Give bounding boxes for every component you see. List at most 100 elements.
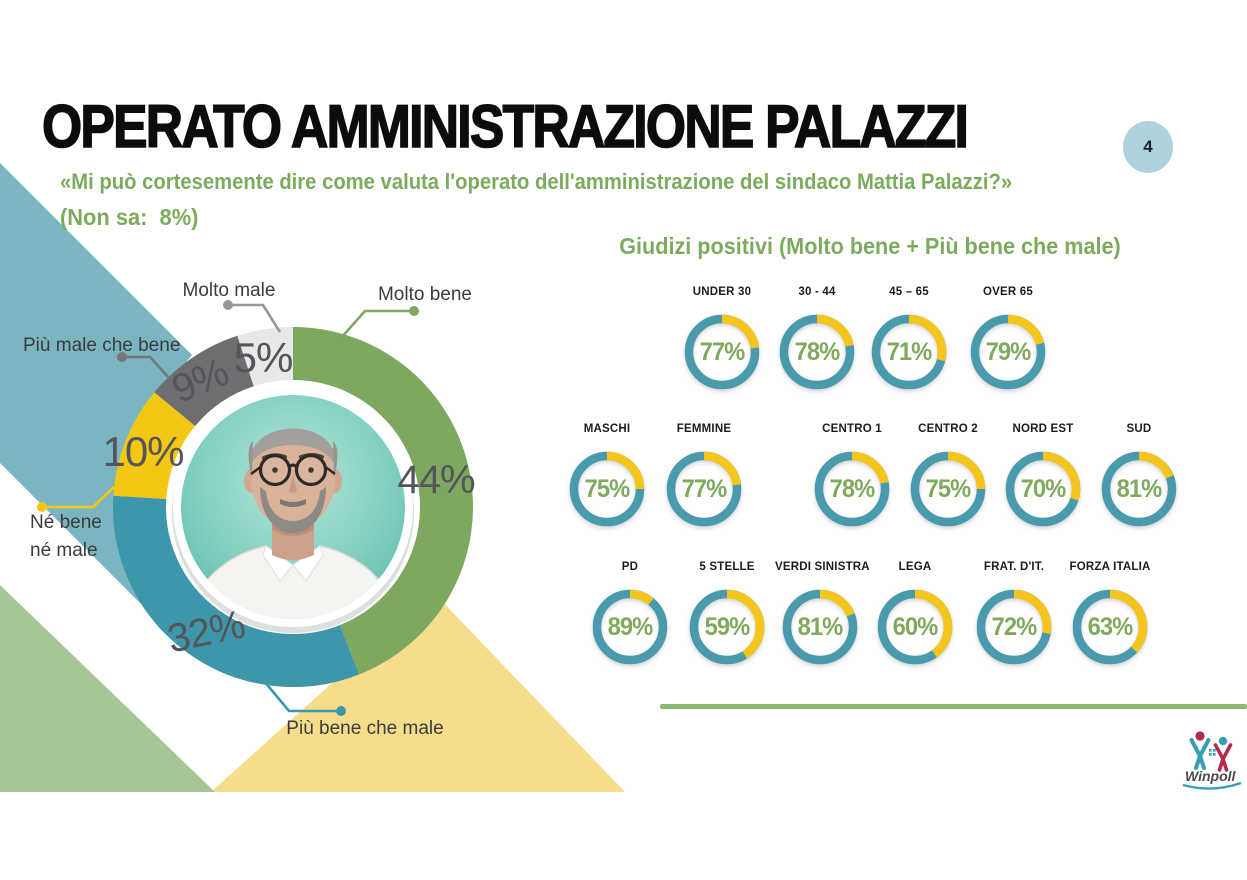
gauge-label: 30 - 44 [798, 286, 836, 298]
gauge-ring-remainder [721, 314, 759, 349]
gauge-ring-remainder [1042, 451, 1081, 501]
logo-squares [1209, 749, 1216, 756]
gauge-30-44: 30 - 44 78% [772, 284, 862, 390]
gauge-value: 81% [797, 612, 844, 641]
donut-chart [113, 327, 473, 687]
gauge-ring: 59% [689, 589, 765, 665]
gauge-maschi: MASCHI 75% [562, 421, 652, 527]
gauge-value: 60% [892, 612, 939, 641]
gauge-label: FRAT. D'IT. [983, 561, 1045, 573]
gauge-ring: 60% [877, 589, 953, 665]
donut-segment-4 [154, 335, 255, 427]
gauge-ring-remainder [606, 451, 645, 490]
gauge-value: 75% [584, 474, 631, 503]
yellow-triangle-shape [211, 592, 625, 792]
gauge-centro-2: CENTRO 2 75% [903, 421, 993, 527]
gauge-value: 75% [925, 474, 972, 503]
gauge-label: OVER 65 [983, 286, 1033, 298]
gauge-ring-remainder [1138, 451, 1174, 479]
donut-segment-3 [113, 392, 196, 500]
gauge-ring: 72% [976, 589, 1052, 665]
gauge-nord-est: NORD EST 70% [998, 421, 1088, 527]
gauge-label: PD [621, 561, 639, 573]
gauge-value: 77% [681, 474, 728, 503]
gauge-ring: 77% [684, 314, 760, 390]
green-triangle-shape [0, 585, 215, 792]
gauge-pd: PD 89% [585, 559, 675, 665]
winpoll-logo: Winpoll [1182, 731, 1242, 790]
gauge-label: NORD EST [1012, 423, 1074, 435]
gauge-ring-remainder [1109, 589, 1148, 653]
gauge-centro-1: CENTRO 1 78% [807, 421, 897, 527]
gauge-label: CENTRO 2 [918, 423, 978, 435]
donut-ring [113, 327, 473, 687]
logo-swoosh [1182, 781, 1242, 790]
donut-segment-5 [237, 327, 294, 387]
gauge-lega: LEGA 60% [870, 559, 960, 665]
donut-segment-1 [292, 327, 473, 675]
gauge-ring: 78% [814, 451, 890, 527]
gauge-ring-remainder [1007, 314, 1045, 346]
gauge-label: SUD [1126, 423, 1152, 435]
gauge-value: 79% [985, 337, 1032, 366]
gauge-value: 72% [991, 612, 1038, 641]
gauge-45-65: 45 – 65 71% [864, 284, 954, 390]
page-number-badge: 4 [1123, 121, 1173, 173]
footer-divider-line [660, 704, 1247, 709]
gauge-label: 5 STELLE [699, 561, 755, 573]
non-sa-note: (Non sa: 8%) [60, 204, 199, 230]
gauge-ring: 79% [970, 314, 1046, 390]
gauge-ring-remainder [914, 589, 953, 658]
mayor-photo [181, 395, 405, 619]
gauge-ring: 70% [1005, 451, 1081, 527]
gauge-forza-italia: FORZA ITALIA 63% [1065, 559, 1155, 665]
gauge-ring-remainder [1013, 589, 1052, 634]
gauge-ring-remainder [703, 451, 741, 486]
gauge-ring: 75% [910, 451, 986, 527]
logo-text: Winpoll [1185, 768, 1237, 784]
gauge-value: 81% [1116, 474, 1163, 503]
gauge-ring: 63% [1072, 589, 1148, 665]
donut-segment-2 [113, 495, 360, 687]
gauge-value: 70% [1020, 474, 1067, 503]
gauge-label: FORZA ITALIA [1069, 561, 1151, 573]
gauge-verdi-sinistra: VERDI SINISTRA 81% [775, 559, 870, 665]
gauge-ring-remainder [947, 451, 986, 490]
gauge-value: 89% [607, 612, 654, 641]
gauge-ring-remainder [851, 451, 889, 484]
gauge-label: UNDER 30 [692, 286, 752, 298]
gauge-ring-remainder [819, 589, 855, 617]
gauge-ring: 89% [592, 589, 668, 665]
gauge-under-30: UNDER 30 77% [677, 284, 767, 390]
gauge-ring: 71% [871, 314, 947, 390]
gauge-value: 63% [1087, 612, 1134, 641]
gauge-femmine: FEMMINE 77% [659, 421, 749, 527]
gauge-ring: 77% [666, 451, 742, 527]
gauge-frat-d-it-: FRAT. D'IT. 72% [969, 559, 1059, 665]
positives-heading: Giudizi positivi (Molto bene + Più bene … [619, 233, 1121, 259]
gauge-label: LEGA [898, 561, 932, 573]
gauge-over-65: OVER 65 79% [963, 284, 1053, 390]
gauge-ring: 78% [779, 314, 855, 390]
page-title: OPERATO AMMINISTRAZIONE PALAZZI [41, 93, 969, 160]
survey-question: «Mi può cortesemente dire come valuta l'… [60, 169, 1013, 194]
gauge-label: FEMMINE [676, 423, 732, 435]
teal-band-shape [0, 163, 192, 630]
gauge-ring-remainder [908, 314, 947, 362]
gauge-label: MASCHI [583, 423, 631, 435]
gauge-value: 78% [829, 474, 876, 503]
gauge-value: 71% [886, 337, 933, 366]
gauge-ring-remainder [726, 589, 765, 659]
logo-figure-right [1213, 736, 1233, 772]
gauge-label: CENTRO 1 [822, 423, 882, 435]
gauge-ring: 81% [1101, 451, 1177, 527]
gauge-label: VERDI SINISTRA [775, 561, 870, 573]
gauge-5-stelle: 5 STELLE 59% [682, 559, 772, 665]
gauge-ring: 75% [569, 451, 645, 527]
gauge-ring-remainder [629, 589, 654, 606]
gauge-sud: SUD 81% [1094, 421, 1184, 527]
gauge-ring: 81% [782, 589, 858, 665]
